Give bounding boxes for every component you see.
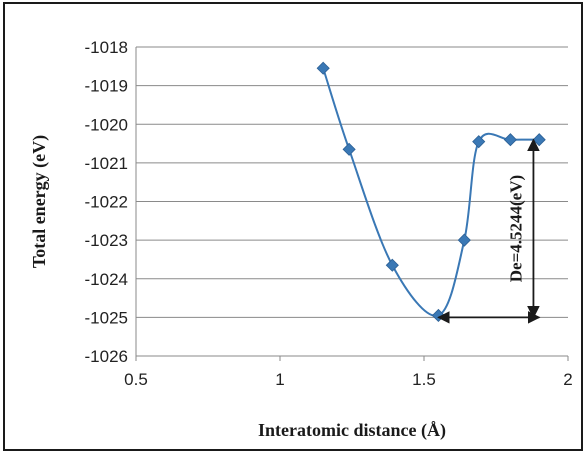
- y-tick-label: -1020: [85, 115, 128, 134]
- y-tick-label: -1022: [85, 193, 128, 212]
- de-annotation-label: De=4.5244(eV): [506, 175, 525, 282]
- x-axis-title: Interatomic distance (Å): [258, 420, 446, 441]
- data-point: [316, 61, 330, 75]
- x-tick-label: 1.5: [412, 370, 436, 389]
- x-tick-label: 0.5: [124, 370, 148, 389]
- y-tick-label: -1026: [85, 347, 128, 366]
- axes: [135, 47, 569, 361]
- data-point: [342, 142, 356, 156]
- data-point: [472, 135, 486, 149]
- y-axis-title: Total energy (eV): [29, 135, 50, 268]
- y-tick-label: -1025: [85, 308, 128, 327]
- x-tick-labels: 0.5 1 1.5 2: [124, 370, 573, 389]
- data-point: [457, 233, 471, 247]
- y-tick-label: -1023: [85, 231, 128, 250]
- y-tick-label: -1019: [85, 77, 128, 96]
- series-line: [322, 67, 540, 317]
- chart-frame: -1018 -1019 -1020 -1021 -1022 -1023 -1024 -1025…: [3, 2, 583, 451]
- gridlines: [136, 46, 568, 357]
- series-curve: [322, 67, 540, 317]
- data-point: [385, 258, 399, 272]
- x-tick-label: 2: [563, 370, 572, 389]
- y-tick-label: -1018: [85, 38, 128, 57]
- energy-distance-chart: -1018 -1019 -1020 -1021 -1022 -1023 -1024 -1025…: [29, 38, 573, 441]
- annotations: [437, 138, 541, 324]
- data-point: [503, 133, 517, 147]
- y-tick-labels: -1018 -1019 -1020 -1021 -1022 -1023 -1024 -1025…: [85, 38, 128, 366]
- x-tick-label: 1: [275, 370, 284, 389]
- y-tick-label: -1024: [85, 270, 128, 289]
- y-tick-label: -1021: [85, 154, 128, 173]
- data-point: [532, 133, 546, 147]
